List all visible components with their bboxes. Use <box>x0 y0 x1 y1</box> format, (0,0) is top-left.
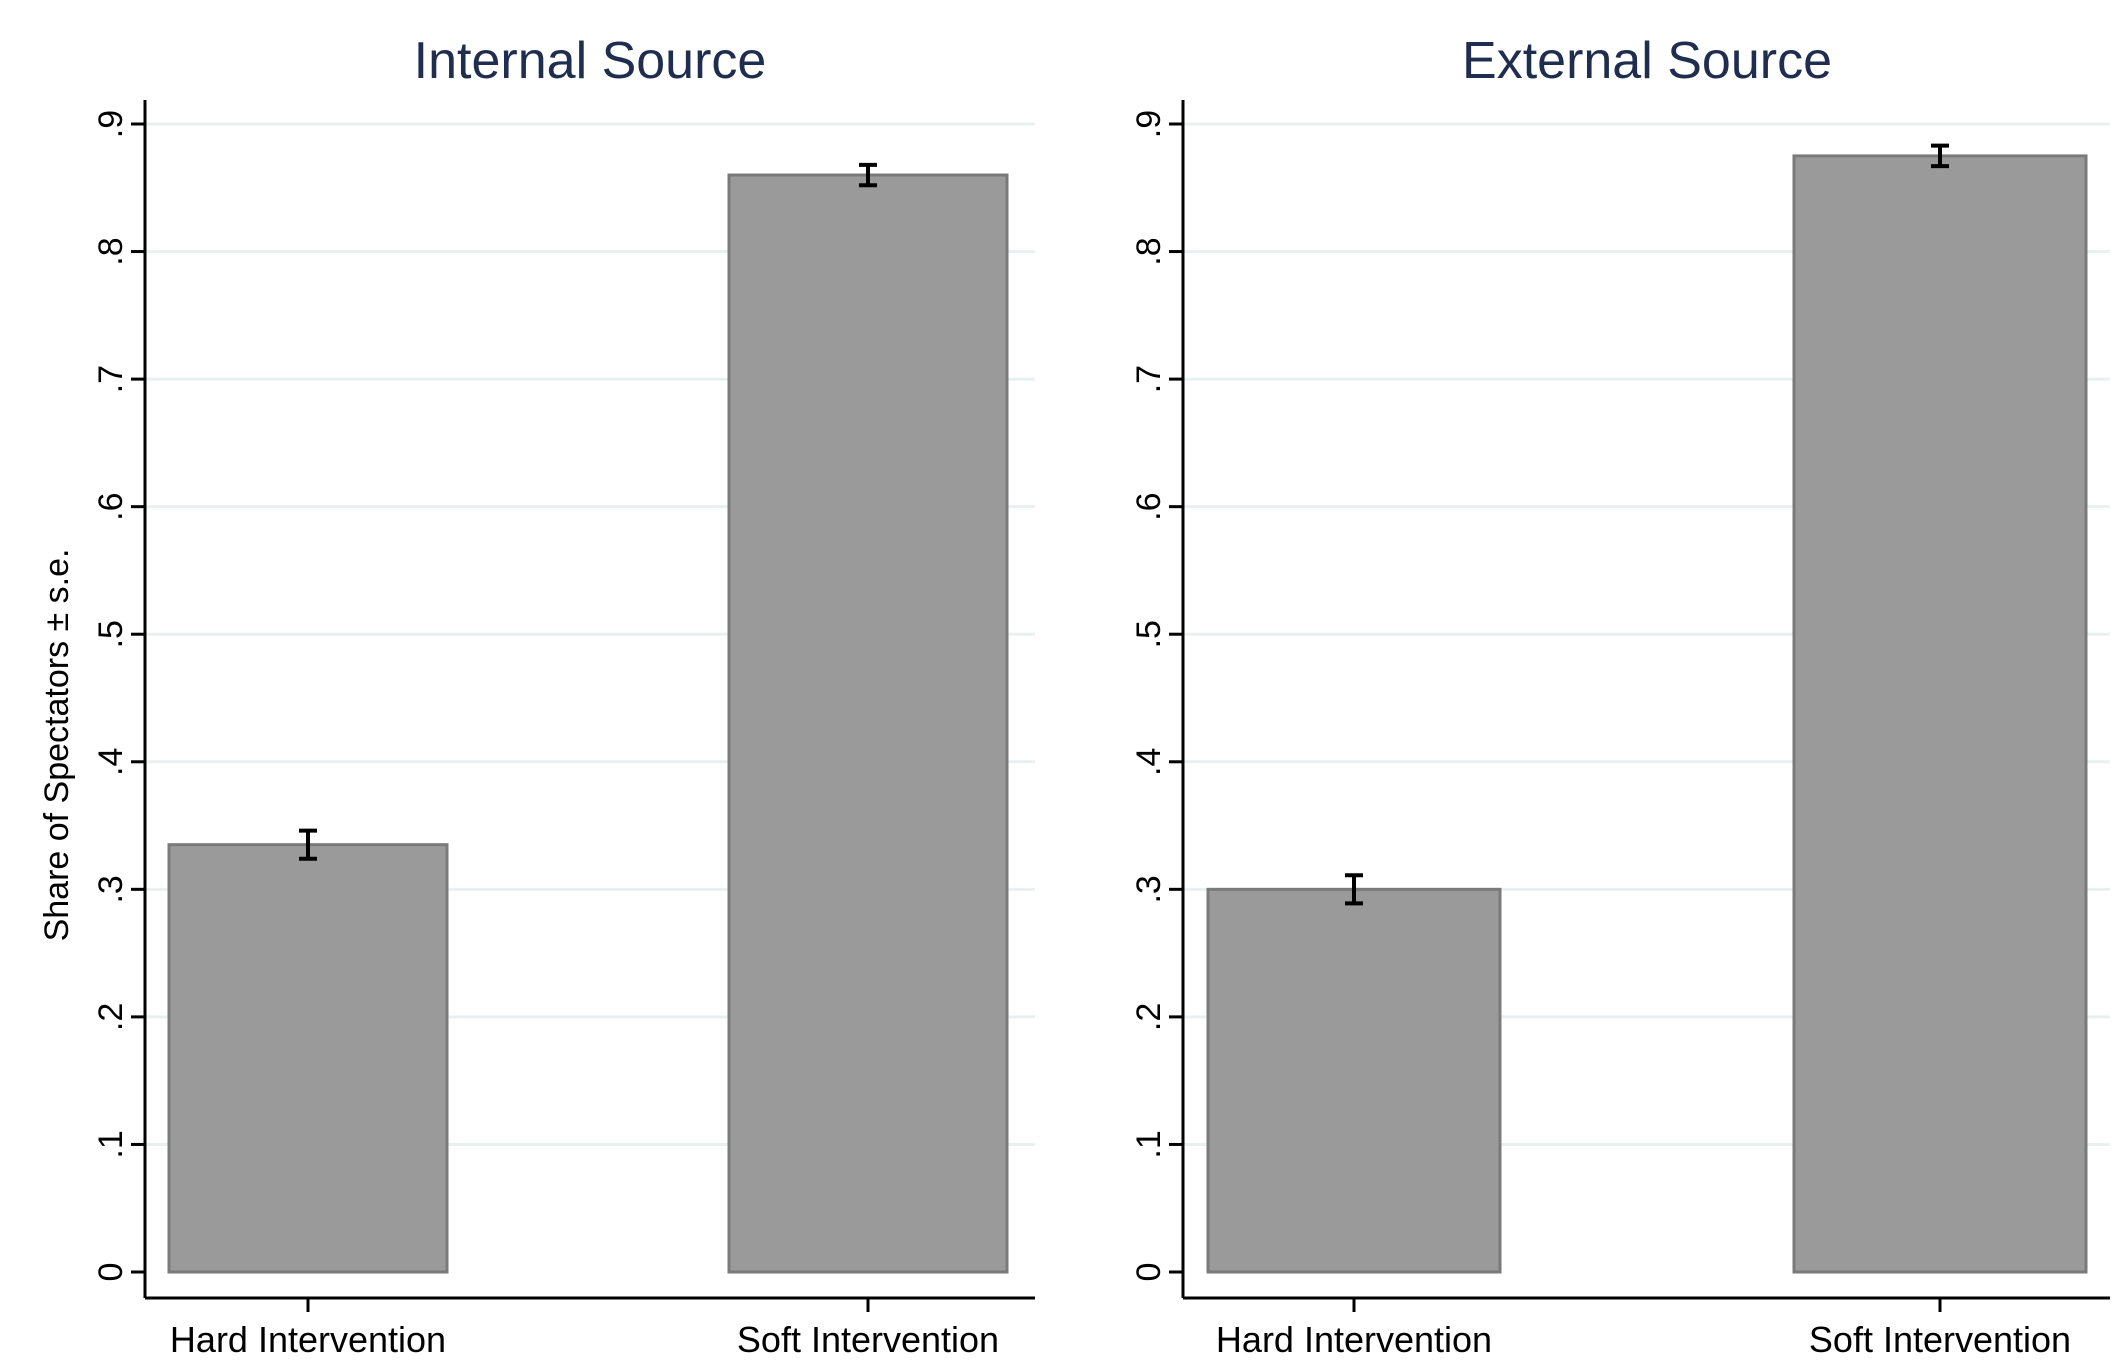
y-tick-label: .2 <box>1130 1003 1168 1031</box>
error-bar <box>1345 873 1363 906</box>
y-tick-label: .5 <box>1130 620 1168 648</box>
y-tick-label: .2 <box>92 1003 130 1031</box>
y-tick-label: .1 <box>92 1130 130 1158</box>
x-category-label: Soft Intervention <box>1809 1319 2071 1360</box>
error-bar <box>859 162 877 188</box>
y-tick-label: .8 <box>92 237 130 265</box>
y-tick-label: 0 <box>1130 1263 1168 1282</box>
y-axis-title: Share of Spectators ± s.e. <box>38 549 76 942</box>
y-tick-label: .4 <box>92 748 130 776</box>
y-tick-label: .8 <box>1130 237 1168 265</box>
chart-panel-2: External Source 0 .1 .2 .3 .4 .5 .6 .7 .8 .9 Hard I… <box>1130 32 2110 1360</box>
bar-soft-intervention <box>727 173 1009 1274</box>
y-tick-label: .5 <box>92 620 130 648</box>
x-category-label: Hard Intervention <box>170 1319 446 1360</box>
y-tick-label: 0 <box>92 1263 130 1282</box>
y-tick-label: .7 <box>92 365 130 393</box>
bar-hard-intervention <box>167 843 449 1274</box>
error-bar <box>299 828 317 861</box>
y-tick-label: .3 <box>92 875 130 903</box>
bar-hard-intervention <box>1206 887 1502 1274</box>
y-tick-label: .4 <box>1130 748 1168 776</box>
y-tick-label: .1 <box>1130 1130 1168 1158</box>
y-tick-label: .6 <box>1130 492 1168 520</box>
y-tick-label: .6 <box>92 492 130 520</box>
bar-soft-intervention <box>1792 154 2088 1274</box>
panel-title: Internal Source <box>414 32 767 90</box>
x-category-label: Soft Intervention <box>737 1319 999 1360</box>
y-tick-label: .9 <box>92 110 130 138</box>
y-tick-label: .7 <box>1130 365 1168 393</box>
y-tick-label: .9 <box>1130 110 1168 138</box>
error-bar <box>1931 143 1949 169</box>
chart-panel-1: Internal Source 0 .1 .2 .3 .4 .5 .6 .7 .8 .9 Share … <box>38 32 1035 1360</box>
x-category-label: Hard Intervention <box>1216 1319 1492 1360</box>
panel-title: External Source <box>1462 32 1832 90</box>
y-tick-label: .3 <box>1130 875 1168 903</box>
